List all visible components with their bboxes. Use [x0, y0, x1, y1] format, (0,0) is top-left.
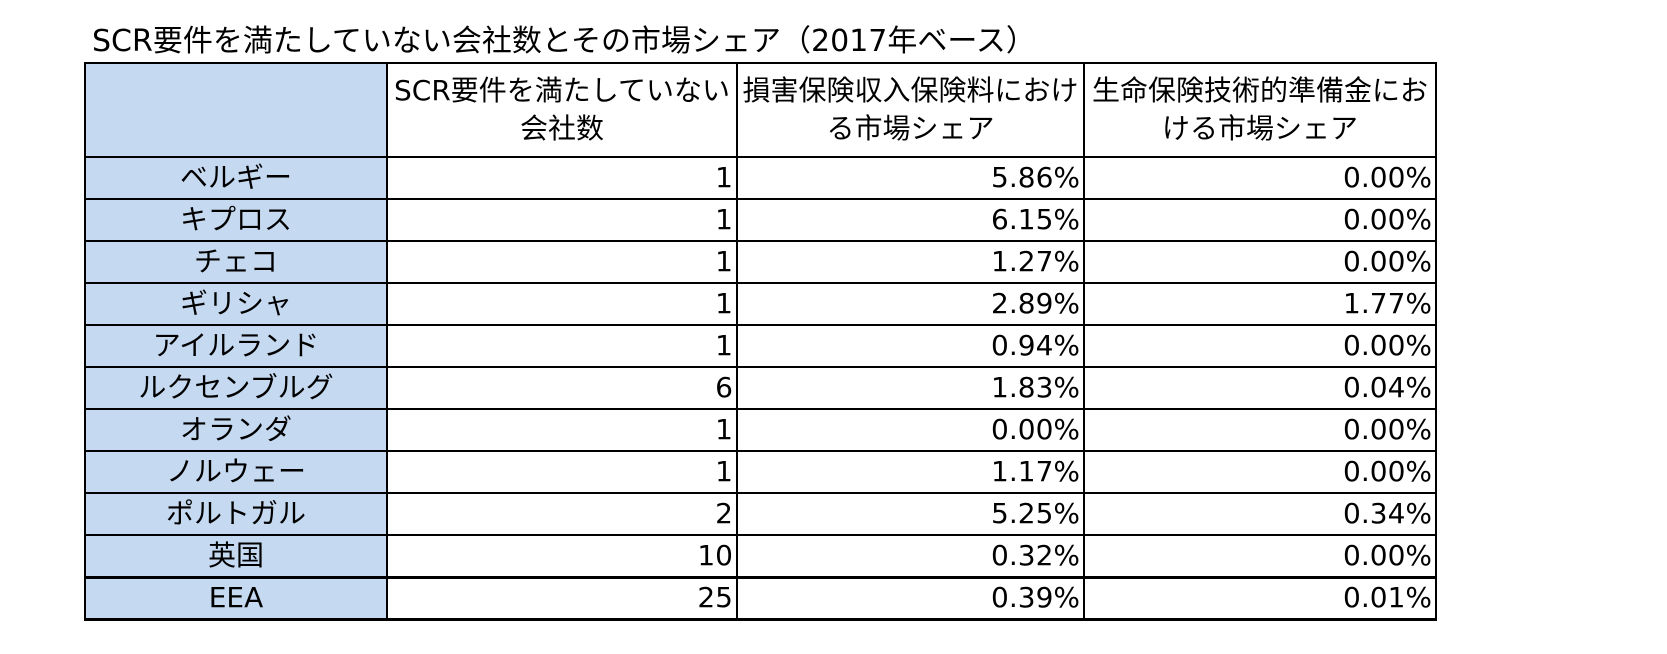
- row-country: キプロス: [84, 198, 388, 242]
- cell-nonlife-share: 5.86%: [736, 156, 1085, 200]
- header-nonlife-share: 損害保険収入保険料における市場シェア: [736, 62, 1085, 158]
- table-row: アイルランド 1 0.94% 0.00%: [84, 324, 1437, 368]
- table-row: ポルトガル 2 5.25% 0.34%: [84, 492, 1437, 536]
- row-country: ポルトガル: [84, 492, 388, 536]
- cell-life-share: 0.00%: [1083, 324, 1437, 368]
- table-row: ギリシャ 1 2.89% 1.77%: [84, 282, 1437, 326]
- row-country: ギリシャ: [84, 282, 388, 326]
- cell-companies: 1: [386, 282, 738, 326]
- cell-life-share: 0.01%: [1083, 575, 1437, 621]
- cell-companies: 2: [386, 492, 738, 536]
- table-row: 英国 10 0.32% 0.00%: [84, 534, 1437, 578]
- table-row: オランダ 1 0.00% 0.00%: [84, 408, 1437, 452]
- cell-nonlife-share: 0.00%: [736, 408, 1085, 452]
- cell-nonlife-share: 2.89%: [736, 282, 1085, 326]
- cell-life-share: 0.00%: [1083, 450, 1437, 494]
- cell-nonlife-share: 1.83%: [736, 366, 1085, 410]
- table-row: ノルウェー 1 1.17% 0.00%: [84, 450, 1437, 494]
- cell-nonlife-share: 0.32%: [736, 534, 1085, 578]
- cell-life-share: 0.00%: [1083, 156, 1437, 200]
- cell-life-share: 0.00%: [1083, 408, 1437, 452]
- cell-life-share: 1.77%: [1083, 282, 1437, 326]
- cell-companies: 1: [386, 324, 738, 368]
- table-header-row: SCR要件を満たしていない会社数 損害保険収入保険料における市場シェア 生命保険…: [84, 62, 1437, 158]
- cell-nonlife-share: 0.39%: [736, 575, 1085, 621]
- cell-nonlife-share: 5.25%: [736, 492, 1085, 536]
- cell-nonlife-share: 1.27%: [736, 240, 1085, 284]
- cell-life-share: 0.00%: [1083, 240, 1437, 284]
- row-country: 英国: [84, 534, 388, 578]
- cell-life-share: 0.00%: [1083, 534, 1437, 578]
- row-country: オランダ: [84, 408, 388, 452]
- table-row: ルクセンブルグ 6 1.83% 0.04%: [84, 366, 1437, 410]
- cell-companies: 1: [386, 240, 738, 284]
- cell-companies: 1: [386, 408, 738, 452]
- row-country: アイルランド: [84, 324, 388, 368]
- cell-companies: 10: [386, 534, 738, 578]
- cell-nonlife-share: 1.17%: [736, 450, 1085, 494]
- row-country: EEA: [84, 575, 388, 621]
- cell-life-share: 0.00%: [1083, 198, 1437, 242]
- header-companies: SCR要件を満たしていない会社数: [386, 62, 738, 158]
- cell-life-share: 0.04%: [1083, 366, 1437, 410]
- row-country: ベルギー: [84, 156, 388, 200]
- table-total-row: EEA 25 0.39% 0.01%: [84, 575, 1437, 621]
- cell-companies: 25: [386, 575, 738, 621]
- cell-nonlife-share: 6.15%: [736, 198, 1085, 242]
- cell-nonlife-share: 0.94%: [736, 324, 1085, 368]
- header-corner-cell: [84, 62, 388, 158]
- header-life-share: 生命保険技術的準備金における市場シェア: [1083, 62, 1437, 158]
- page-title: SCR要件を満たしていない会社数とその市場シェア（2017年ベース）: [92, 24, 1036, 59]
- row-country: ノルウェー: [84, 450, 388, 494]
- cell-companies: 1: [386, 450, 738, 494]
- row-country: ルクセンブルグ: [84, 366, 388, 410]
- cell-companies: 1: [386, 156, 738, 200]
- table-row: キプロス 1 6.15% 0.00%: [84, 198, 1437, 242]
- market-share-table: SCR要件を満たしていない会社数 損害保険収入保険料における市場シェア 生命保険…: [84, 62, 1437, 621]
- cell-companies: 6: [386, 366, 738, 410]
- table-row: ベルギー 1 5.86% 0.00%: [84, 156, 1437, 200]
- cell-life-share: 0.34%: [1083, 492, 1437, 536]
- cell-companies: 1: [386, 198, 738, 242]
- row-country: チェコ: [84, 240, 388, 284]
- table-row: チェコ 1 1.27% 0.00%: [84, 240, 1437, 284]
